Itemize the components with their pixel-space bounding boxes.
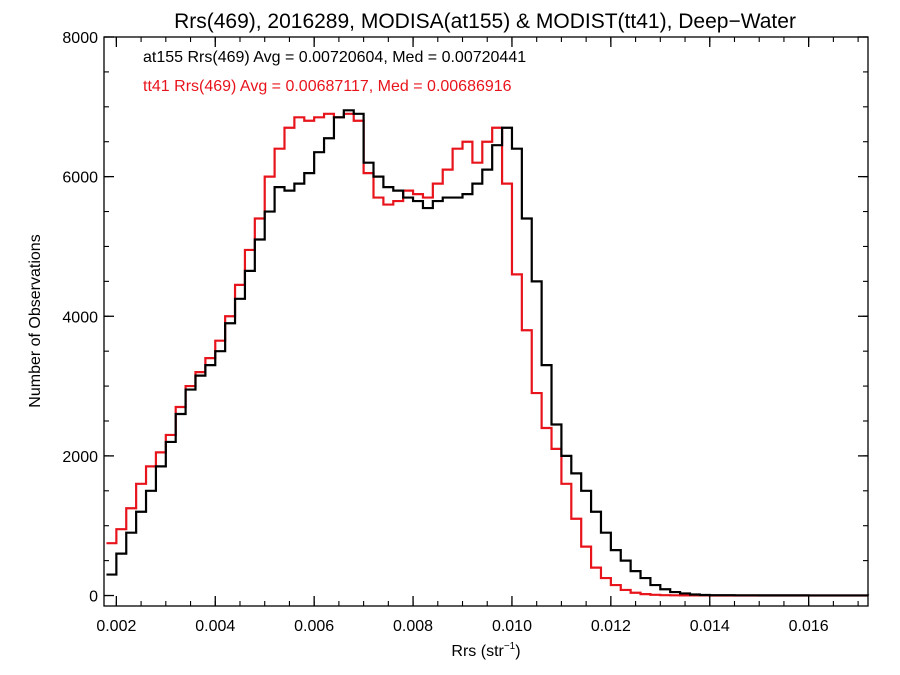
x-tick-label: 0.004 [195, 618, 235, 635]
ticks-layer: 0.002 0.004 0.006 0.008 0.010 0.012 0.014 0.016… [62, 30, 868, 635]
x-tick-label: 0.002 [96, 618, 136, 635]
x-axis-label-main: Rrs (str [451, 643, 504, 660]
series-line-at155 [106, 109, 870, 597]
series-line-tt41 [106, 112, 868, 597]
series-layer [106, 109, 870, 597]
y-tick-label: 8000 [62, 30, 98, 47]
x-axis-label-superscript: −1 [504, 641, 516, 652]
plot-frame [103, 36, 869, 607]
x-tick-label: 0.016 [789, 618, 829, 635]
x-tick-label: 0.006 [294, 618, 334, 635]
y-tick-label: 0 [89, 589, 98, 606]
y-tick-label: 4000 [62, 309, 98, 326]
chart-title: Rrs(469), 2016289, MODISA(at155) & MODIS… [174, 10, 796, 33]
annotation-series-b: tt41 Rrs(469) Avg = 0.00687117, Med = 0.… [143, 78, 512, 95]
x-tick-label: 0.010 [492, 618, 532, 635]
x-tick-label: 0.008 [393, 618, 433, 635]
x-tick-label: 0.012 [591, 618, 631, 635]
annotation-series-a: at155 Rrs(469) Avg = 0.00720604, Med = 0… [143, 49, 526, 66]
y-tick-label: 2000 [62, 449, 98, 466]
x-tick-label: 0.014 [690, 618, 730, 635]
y-axis-label: Number of Observations [27, 234, 44, 407]
x-axis-label-end: ) [515, 643, 520, 660]
x-axis-label: Rrs (str−1) [451, 641, 520, 660]
y-tick-label: 6000 [62, 170, 98, 187]
